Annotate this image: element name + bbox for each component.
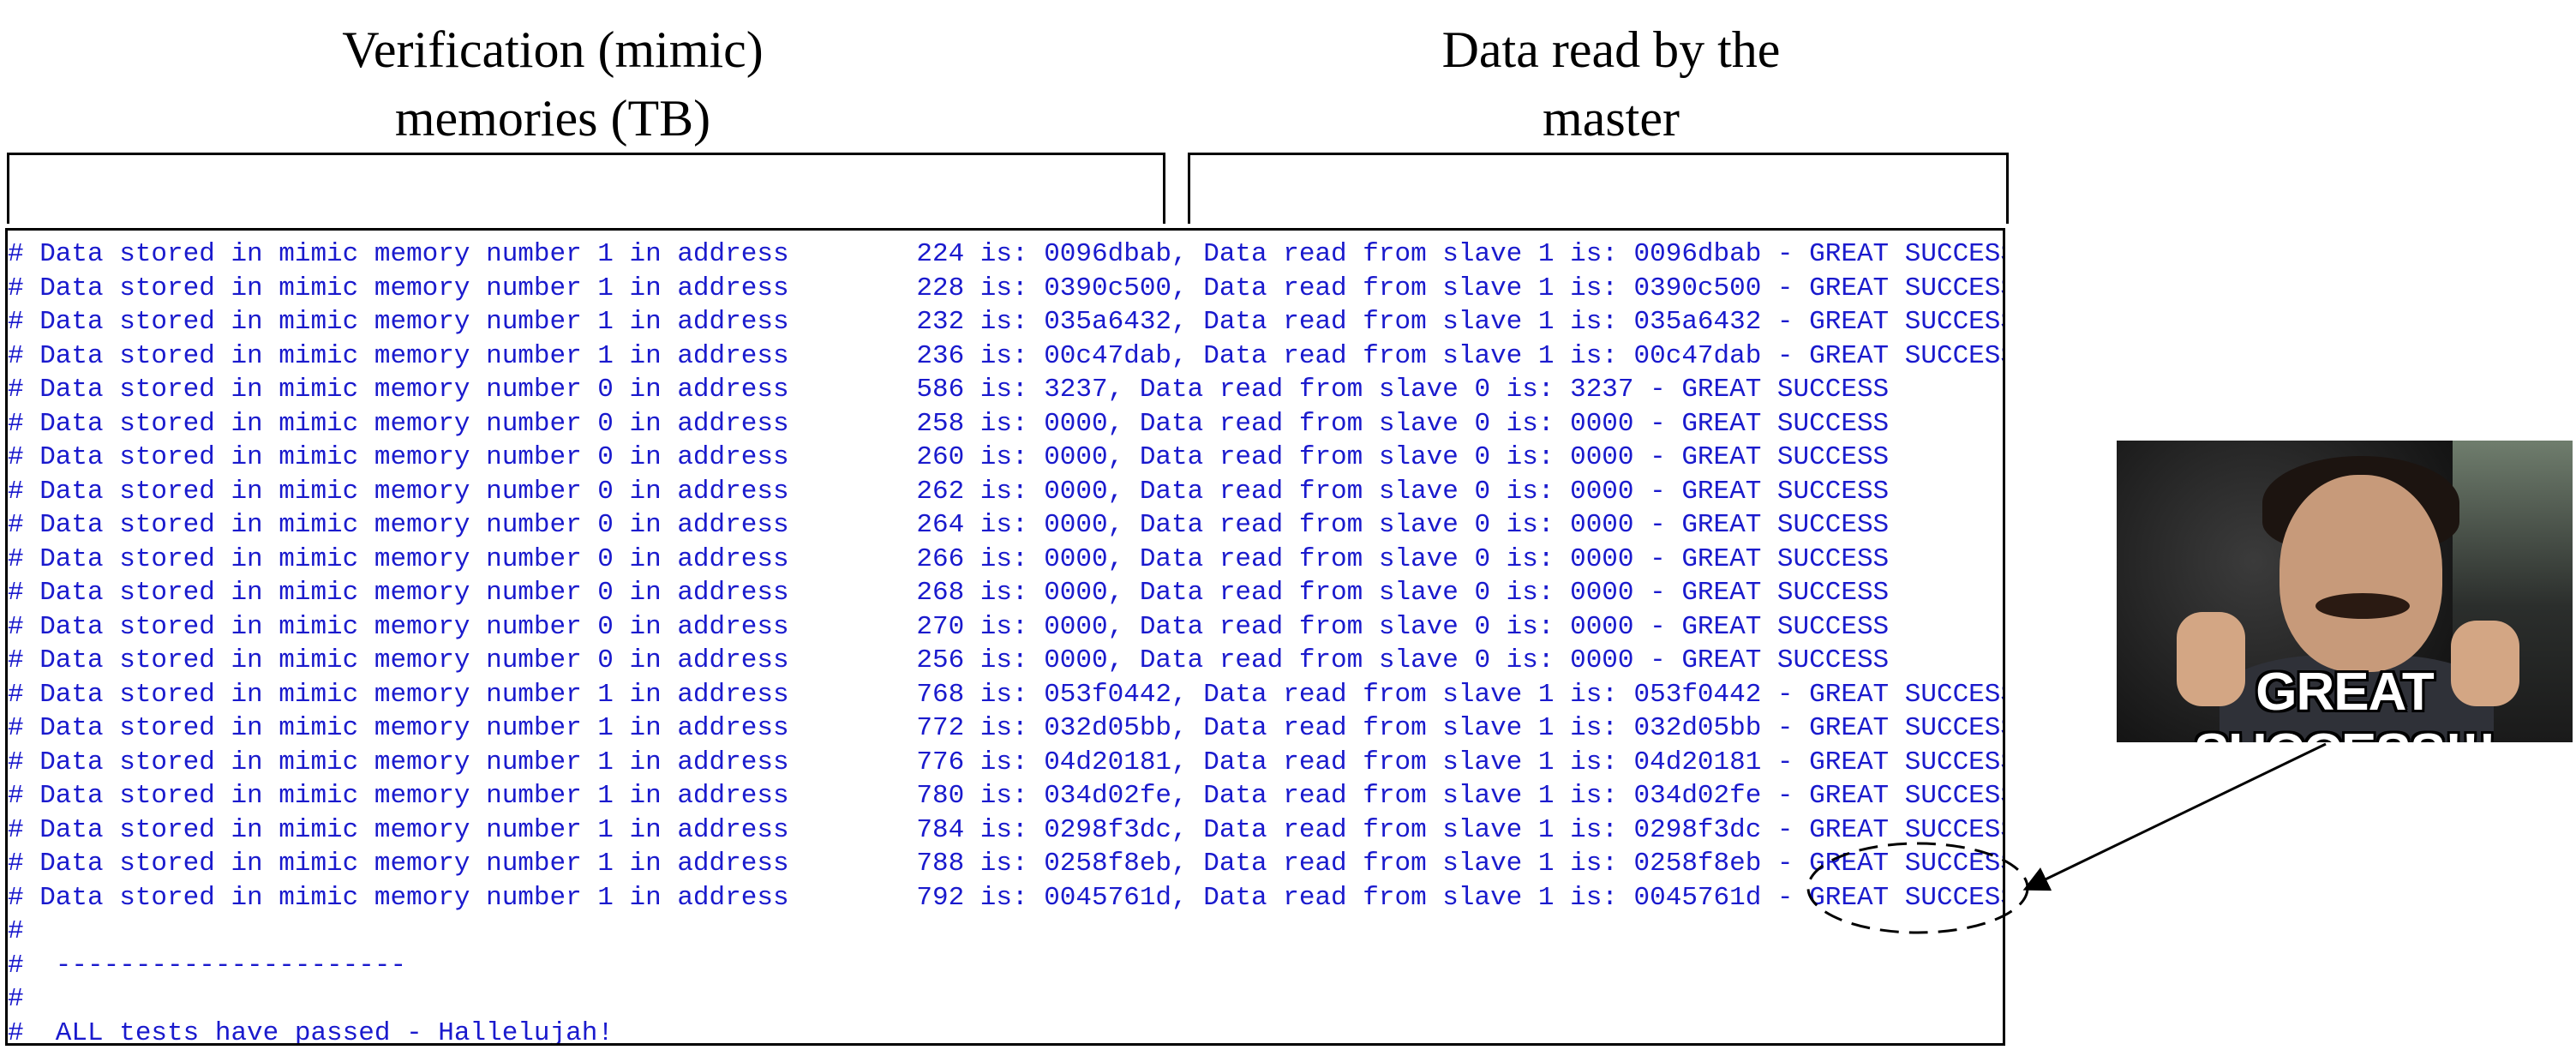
console-line: # Data stored in mimic memory number 0 i…	[8, 408, 1890, 439]
console-lines: # Data stored in mimic memory number 1 i…	[8, 237, 2005, 1046]
label-verification-memories: Verification (mimic) memories (TB)	[206, 15, 900, 153]
console-line: #	[8, 984, 24, 1014]
label-left-line2: memories (TB)	[394, 90, 711, 147]
console-line: # Data stored in mimic memory number 1 i…	[8, 239, 2005, 269]
console-line: # Data stored in mimic memory number 1 i…	[8, 882, 2005, 913]
label-right-line1: Data read by the	[1441, 21, 1781, 78]
console-line: # Data stored in mimic memory number 0 i…	[8, 578, 1890, 608]
console-line: #	[8, 916, 24, 946]
console-line: # Data stored in mimic memory number 1 i…	[8, 781, 2005, 811]
console-line: # Data stored in mimic memory number 0 i…	[8, 375, 1890, 405]
meme-caption: GREAT SUCCESS!!!	[2194, 663, 2496, 742]
console-line: # Data stored in mimic memory number 0 i…	[8, 510, 1890, 540]
console-line: # ----------------------	[8, 950, 407, 981]
console-line: # Data stored in mimic memory number 0 i…	[8, 476, 1890, 507]
console-transcript: # Data stored in mimic memory number 1 i…	[5, 228, 2005, 1046]
thumbs-up-right-icon	[2451, 621, 2519, 706]
meme-face	[2279, 475, 2442, 672]
console-line: # Data stored in mimic memory number 0 i…	[8, 645, 1890, 675]
label-right-line2: master	[1543, 90, 1680, 147]
console-line: # Data stored in mimic memory number 0 i…	[8, 442, 1890, 472]
console-line: # Data stored in mimic memory number 0 i…	[8, 611, 1890, 642]
thumbs-up-left-icon	[2177, 612, 2245, 706]
console-line: # Data stored in mimic memory number 1 i…	[8, 273, 2005, 303]
console-line: # Data stored in mimic memory number 1 i…	[8, 814, 2005, 845]
bracket-verification	[7, 153, 1165, 224]
pointer-arrow	[2022, 742, 2327, 891]
console-line: # Data stored in mimic memory number 1 i…	[8, 849, 2005, 879]
meme-mustache	[2315, 593, 2410, 619]
console-line: # Data stored in mimic memory number 1 i…	[8, 713, 2005, 743]
console-line: # Data stored in mimic memory number 1 i…	[8, 679, 2005, 710]
bracket-master	[1188, 153, 2009, 224]
great-success-meme-image: GREAT SUCCESS!!!	[2117, 441, 2573, 742]
console-line: # Data stored in mimic memory number 1 i…	[8, 340, 2005, 371]
label-data-read-by-master: Data read by the master	[1225, 15, 1997, 153]
console-line: # ALL tests have passed - Hallelujah!	[8, 1017, 614, 1046]
label-left-line1: Verification (mimic)	[342, 21, 764, 78]
console-line: # Data stored in mimic memory number 1 i…	[8, 747, 2005, 777]
console-line: # Data stored in mimic memory number 0 i…	[8, 543, 1890, 574]
console-line: # Data stored in mimic memory number 1 i…	[8, 307, 2005, 337]
